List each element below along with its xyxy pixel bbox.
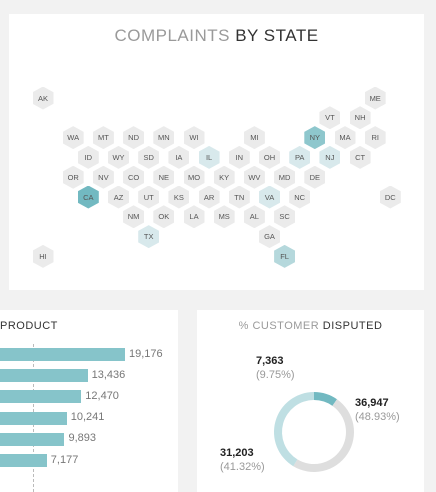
state-hex-nm[interactable]: NM [123, 205, 145, 229]
donut-slice[interactable] [274, 392, 314, 467]
donut-slice-label: 36,947 (48.93%) [355, 396, 400, 424]
state-hex-az[interactable]: AZ [108, 185, 129, 209]
product-bar-label: 13,436 [91, 368, 126, 381]
state-hex-nc[interactable]: NC [289, 185, 311, 209]
state-hex-ri[interactable]: RI [364, 126, 386, 150]
state-hex-il[interactable]: IL [198, 145, 220, 169]
state-hex-sd[interactable]: SD [138, 145, 160, 169]
state-hex-ar[interactable]: AR [198, 185, 220, 209]
state-hex-la[interactable]: LA [183, 205, 205, 229]
state-hex-nv[interactable]: NV [92, 165, 114, 189]
state-hex-mi[interactable]: MI [243, 126, 265, 150]
state-hex-ks[interactable]: KS [168, 185, 190, 209]
state-hex-ca[interactable]: CA [77, 185, 99, 209]
state-hex-ga[interactable]: GA [259, 225, 280, 249]
donut-value: 36,947 [355, 397, 389, 409]
state-hex-ak[interactable]: AK [32, 86, 54, 110]
state-hex-vt[interactable]: VT [319, 106, 341, 130]
product-bar-label: 10,241 [70, 411, 105, 424]
state-hex-wa[interactable]: WA [62, 126, 84, 150]
state-hex-wv[interactable]: WV [243, 165, 265, 189]
state-hex-mo[interactable]: MO [183, 165, 205, 189]
product-bar-label: 9,893 [68, 432, 97, 445]
product-title: PRODUCT [0, 320, 58, 332]
state-hex-ms[interactable]: MS [213, 205, 235, 229]
customer-disputed-card: % CUSTOMER DISPUTED 7,363 (9.75%) 36,947 (4… [197, 310, 424, 492]
state-hex-sc[interactable]: SC [274, 205, 296, 229]
state-hex-ma[interactable]: MA [334, 126, 356, 150]
state-hex-wy[interactable]: WY [108, 145, 129, 169]
state-hex-ut[interactable]: UT [138, 185, 160, 209]
product-bar[interactable] [0, 369, 88, 383]
map-title: COMPLAINTS BY STATE [9, 26, 424, 46]
state-hex-mt[interactable]: MT [92, 126, 114, 150]
state-hex-nh[interactable]: NH [349, 106, 371, 130]
product-bar-chart: 19,176 13,436 12,470 10,241 9,893 7,177 [0, 310, 178, 492]
state-hex-tn[interactable]: TN [228, 185, 250, 209]
state-hex-id[interactable]: ID [77, 145, 99, 169]
donut-value: 7,363 [256, 355, 284, 367]
state-hex-dc[interactable]: DC [379, 185, 401, 209]
state-hex-ne[interactable]: NE [153, 165, 175, 189]
product-bar[interactable] [0, 348, 125, 361]
donut-percent: (9.75%) [256, 369, 295, 381]
state-hex-hi[interactable]: HI [32, 244, 54, 268]
state-hex-md[interactable]: MD [274, 165, 296, 189]
product-bar-label: 7,177 [50, 453, 79, 466]
product-bar[interactable] [0, 454, 47, 467]
state-hex-de[interactable]: DE [304, 165, 326, 189]
state-hex-pa[interactable]: PA [289, 145, 311, 169]
state-hex-ny[interactable]: NY [304, 126, 326, 150]
state-hex-or[interactable]: OR [62, 165, 84, 189]
state-hex-mn[interactable]: MN [153, 126, 175, 150]
state-hex-tx[interactable]: TX [138, 225, 160, 249]
state-hex-me[interactable]: ME [364, 86, 386, 110]
donut-value: 31,203 [220, 447, 254, 459]
product-bar[interactable] [0, 411, 67, 425]
product-bar[interactable] [0, 432, 65, 446]
product-bar[interactable] [0, 390, 82, 404]
state-hex-co[interactable]: CO [123, 165, 145, 189]
state-hex-wi[interactable]: WI [183, 126, 205, 150]
donut-percent: (41.32%) [220, 461, 265, 473]
state-hex-fl[interactable]: FL [274, 244, 296, 268]
state-hex-ky[interactable]: KY [213, 165, 235, 189]
state-hex-al[interactable]: AL [243, 205, 265, 229]
state-hex-va[interactable]: VA [259, 185, 280, 209]
disputed-title-lite: % CUSTOMER [238, 320, 320, 332]
donut-percent: (48.93%) [355, 411, 400, 423]
map-title-lite: COMPLAINTS [114, 26, 230, 45]
donut-slice-label: 31,203 (41.32%) [220, 446, 265, 474]
state-hex-nd[interactable]: ND [123, 126, 145, 150]
product-card: PRODUCT 19,176 13,436 12,470 10,241 9,893 7,1… [0, 310, 178, 492]
donut-slice[interactable] [293, 399, 355, 472]
state-hex-oh[interactable]: OH [259, 145, 280, 169]
product-bar-label: 12,470 [85, 389, 119, 402]
state-hex-ct[interactable]: CT [349, 145, 371, 169]
disputed-title: % CUSTOMER DISPUTED [197, 320, 424, 332]
map-title-dark: BY STATE [235, 26, 319, 45]
donut-slice[interactable] [314, 392, 338, 406]
disputed-title-dark: DISPUTED [322, 320, 383, 332]
donut-slice-label: 7,363 (9.75%) [256, 354, 295, 382]
disputed-donut-chart [274, 392, 355, 472]
product-bar-label: 19,176 [129, 347, 163, 360]
state-hex-ia[interactable]: IA [168, 145, 190, 169]
state-hex-nj[interactable]: NJ [319, 145, 341, 169]
state-hex-ok[interactable]: OK [153, 205, 175, 229]
complaints-by-state-card: COMPLAINTS BY STATE AK ME VT NH WA MT ND MN WI MI… [9, 14, 424, 290]
state-hex-in[interactable]: IN [228, 145, 250, 169]
